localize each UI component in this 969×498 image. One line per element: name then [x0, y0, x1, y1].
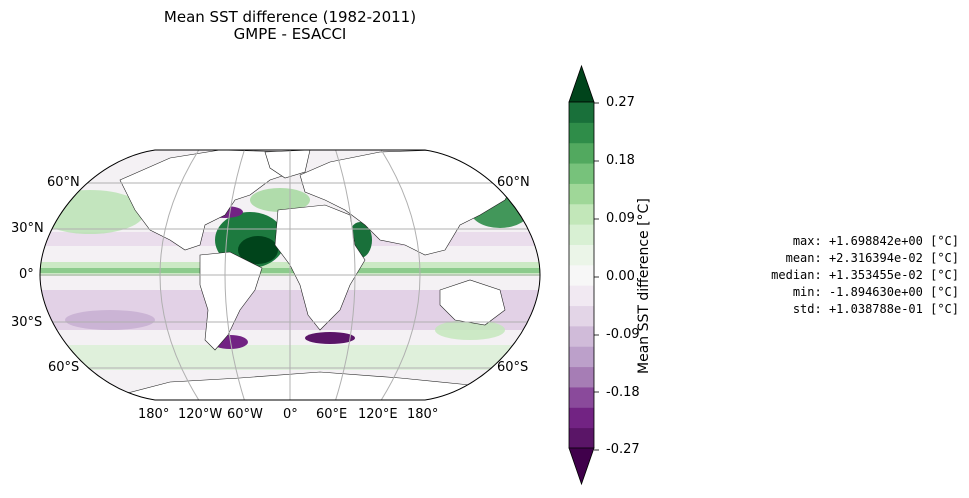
colorbar-segment: [569, 142, 594, 164]
lon-label-60e: 60°E: [316, 407, 348, 422]
colorbar-tick-label: 0.18: [606, 153, 635, 168]
lat-label-0-left: 0°: [19, 267, 34, 282]
lat-label-30s-left: 30°S: [11, 315, 43, 330]
colorbar-tick-label: 0.00: [606, 269, 635, 284]
lat-label-60s-left: 60°S: [48, 360, 80, 375]
gridline-120w: [159, 150, 201, 400]
gridline-120e: [379, 150, 421, 400]
colorbar-segment: [569, 183, 594, 205]
lon-label-180-right: 180°: [407, 407, 439, 422]
colorbar-label: Mean SST difference [°C]: [636, 198, 652, 374]
colorbar-segment: [569, 203, 594, 225]
colorbar-segment: [569, 346, 594, 368]
colorbar-tick-label: 0.09: [606, 211, 635, 226]
colorbar-segment: [569, 122, 594, 144]
colorbar-segment: [569, 264, 594, 286]
lat-label-60s-right: 60°S: [497, 360, 529, 375]
colorbar-segment: [569, 386, 594, 408]
colorbar-segment: [569, 427, 594, 449]
colorbar-tick-label: 0.27: [606, 95, 635, 110]
lat-label-30n-left: 30°N: [11, 221, 44, 236]
stat-max: max: +1.698842e+00 [°C]: [792, 234, 959, 248]
colorbar-extend-max: [568, 64, 595, 103]
colorbar: [568, 64, 599, 486]
gridline-60e: [334, 150, 356, 400]
lat-label-60n-right: 60°N: [497, 175, 530, 190]
colorbar-segment: [569, 325, 594, 347]
map-border: [39, 149, 541, 401]
colorbar-tick-label: -0.18: [606, 385, 640, 400]
south-america: [199, 251, 263, 351]
antarctica: [109, 371, 516, 400]
colorbar-extend-min: [568, 447, 595, 486]
colorbar-tick-label: -0.09: [606, 327, 640, 342]
australia: [439, 279, 506, 326]
map-data-layer: [40, 150, 540, 400]
lon-label-120e: 120°E: [358, 407, 398, 422]
lon-label-0: 0°: [283, 407, 298, 422]
colorbar-segment: [569, 407, 594, 429]
lon-label-120w: 120°W: [178, 407, 223, 422]
colorbar-segment: [569, 366, 594, 388]
colorbar-segment: [569, 285, 594, 307]
colorbar-segment: [569, 224, 594, 245]
colorbar-segment: [569, 163, 594, 184]
stat-median: median: +1.353455e-02 [°C]: [771, 268, 959, 282]
stat-mean: mean: +2.316394e-02 [°C]: [785, 251, 959, 265]
graticule: [40, 150, 540, 400]
stat-std: std: +1.038788e-01 [°C]: [792, 302, 959, 316]
colorbar-segment: [569, 244, 594, 266]
colorbar-segment: [569, 305, 594, 327]
plot-title: Mean SST difference (1982-2011): [163, 8, 417, 26]
land-masses: [109, 150, 521, 400]
colorbar-frame: [568, 101, 595, 449]
lat-label-60n-left: 60°N: [47, 175, 80, 190]
colorbar-segment: [569, 102, 594, 123]
stat-min: min: -1.894630e+00 [°C]: [792, 285, 959, 299]
lon-label-180-left: 180°: [138, 407, 170, 422]
lon-label-60w: 60°W: [227, 407, 263, 422]
gridline-60w: [224, 150, 246, 400]
north-america: [119, 150, 301, 251]
plot-subtitle: GMPE - ESACCI: [233, 25, 347, 43]
colorbar-tick-label: -0.27: [606, 442, 640, 457]
